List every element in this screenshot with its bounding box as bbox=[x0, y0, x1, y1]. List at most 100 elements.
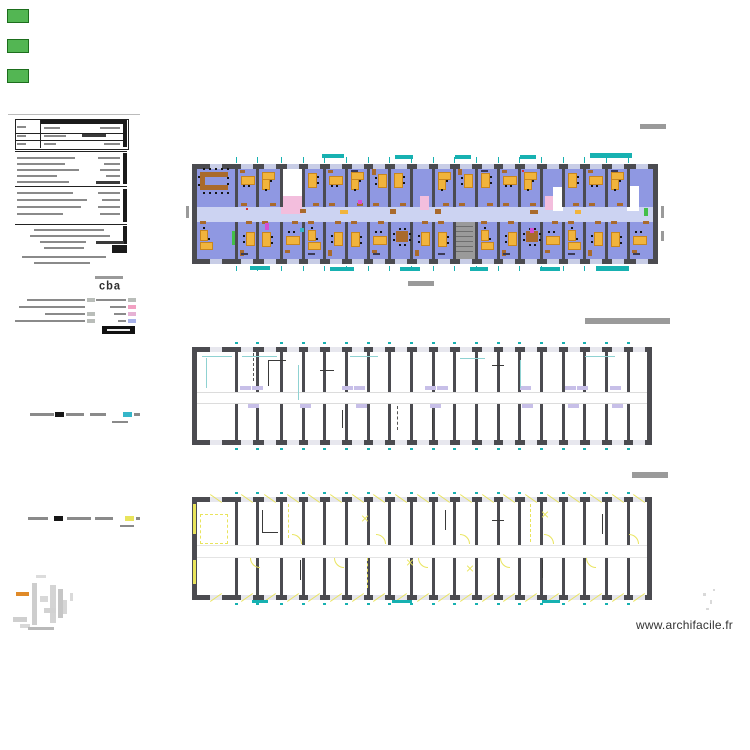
wall bbox=[323, 351, 326, 392]
dim-line bbox=[206, 358, 207, 388]
wall bbox=[345, 351, 348, 392]
plan-label bbox=[632, 472, 668, 478]
wall bbox=[605, 501, 608, 545]
radiator bbox=[252, 386, 263, 390]
window bbox=[308, 347, 320, 352]
wall bbox=[562, 351, 565, 392]
dim-text bbox=[392, 600, 412, 603]
wall bbox=[302, 403, 305, 441]
cabinet bbox=[200, 221, 206, 224]
wall bbox=[410, 501, 413, 545]
wall bbox=[388, 168, 391, 207]
company-logo: cba bbox=[99, 279, 121, 293]
desk bbox=[594, 232, 603, 246]
dashed-line bbox=[288, 504, 290, 538]
wall bbox=[453, 501, 456, 545]
chair bbox=[553, 231, 555, 233]
wall bbox=[453, 168, 456, 207]
wall bbox=[432, 501, 435, 545]
wall bbox=[302, 222, 305, 260]
dim-text bbox=[250, 266, 270, 270]
stair-step bbox=[456, 231, 473, 232]
wall bbox=[302, 351, 305, 392]
legend-line-label bbox=[28, 517, 48, 520]
cabinet bbox=[487, 203, 493, 206]
room-fill bbox=[627, 186, 639, 211]
wall bbox=[497, 403, 500, 441]
chair bbox=[577, 182, 579, 184]
cabinet bbox=[372, 169, 376, 175]
wall bbox=[323, 403, 326, 441]
window bbox=[438, 164, 450, 169]
legend-item-label bbox=[27, 299, 85, 301]
radiator bbox=[568, 404, 579, 408]
wall bbox=[627, 351, 630, 392]
window bbox=[635, 164, 648, 169]
chair bbox=[215, 168, 217, 170]
cabinet bbox=[292, 221, 298, 224]
dim-tick bbox=[518, 448, 521, 450]
chair bbox=[620, 236, 622, 238]
wall bbox=[345, 403, 348, 441]
accent-mark bbox=[644, 208, 648, 216]
chair bbox=[510, 185, 512, 187]
chair bbox=[403, 182, 405, 184]
radiator bbox=[240, 386, 251, 390]
wall bbox=[583, 222, 586, 260]
wall bbox=[518, 351, 521, 392]
dim-text bbox=[395, 155, 413, 159]
wall bbox=[235, 403, 238, 441]
room-label bbox=[373, 253, 380, 255]
title-block-text bbox=[17, 181, 69, 183]
window bbox=[210, 164, 222, 169]
legend-line-sublabel bbox=[120, 525, 134, 527]
chair bbox=[591, 241, 593, 243]
dim-tick bbox=[257, 157, 258, 163]
title-block-text bbox=[96, 241, 124, 244]
dim-tick bbox=[562, 492, 565, 494]
wall bbox=[453, 222, 456, 260]
title-block-text bbox=[34, 229, 104, 231]
window bbox=[481, 497, 494, 502]
dim-tick bbox=[498, 157, 499, 163]
dim-text bbox=[596, 266, 628, 271]
partition bbox=[432, 410, 433, 430]
chair bbox=[614, 189, 616, 191]
window bbox=[210, 259, 222, 264]
chair bbox=[203, 192, 205, 194]
title-block-text bbox=[17, 213, 63, 215]
dim-tick bbox=[256, 448, 259, 450]
wall bbox=[627, 557, 630, 596]
partition bbox=[492, 365, 504, 366]
chair bbox=[227, 183, 229, 185]
stair-step bbox=[456, 241, 473, 242]
chair bbox=[203, 168, 205, 170]
dim-tick bbox=[280, 448, 283, 450]
room-label bbox=[611, 170, 618, 172]
wall bbox=[583, 351, 586, 392]
wall bbox=[583, 557, 586, 596]
dim-tick bbox=[518, 603, 521, 605]
dim-tick bbox=[627, 603, 630, 605]
radiator bbox=[437, 386, 448, 390]
wall bbox=[367, 501, 370, 545]
wall bbox=[432, 168, 435, 207]
dashed-line bbox=[530, 504, 532, 542]
wall bbox=[475, 222, 478, 260]
cabinet bbox=[458, 169, 462, 175]
partition bbox=[602, 514, 603, 534]
legend-total-text bbox=[107, 329, 130, 331]
window bbox=[546, 164, 559, 169]
wall bbox=[280, 168, 283, 207]
dim-tick bbox=[519, 157, 520, 163]
wall bbox=[562, 501, 565, 545]
site-sketch-shape bbox=[58, 589, 63, 618]
window bbox=[546, 259, 559, 264]
cabinet bbox=[643, 221, 649, 224]
title-block-text bbox=[98, 206, 120, 208]
window bbox=[459, 259, 472, 264]
wall bbox=[540, 557, 543, 596]
title-block-text bbox=[106, 175, 120, 177]
dim-tick bbox=[454, 157, 455, 163]
partition bbox=[320, 370, 334, 371]
